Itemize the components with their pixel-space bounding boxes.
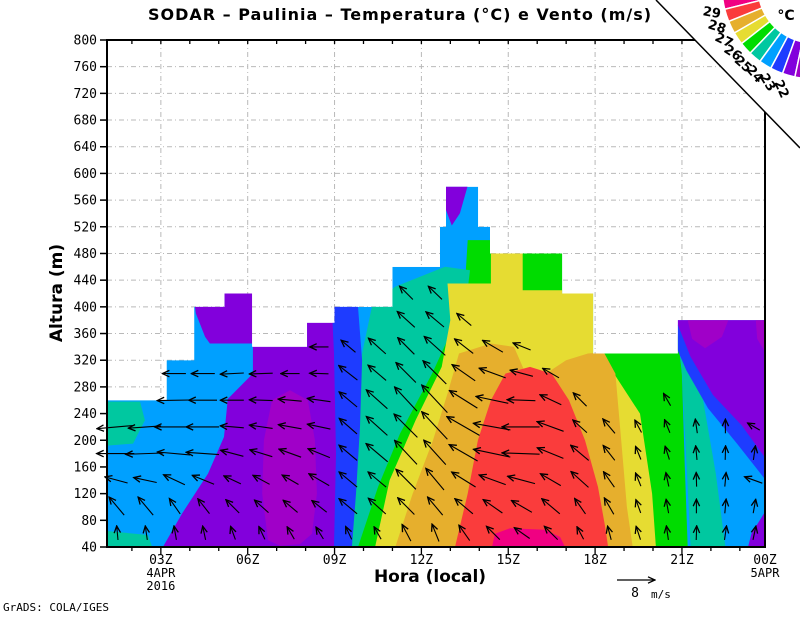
axis-ticks-and-labels: 800 760 720 680 640 600 560 520 480 440 400 360 320 2…: [74, 34, 781, 594]
y-tick-label: 800: [74, 34, 97, 49]
x-tick-label: 06Z: [236, 553, 260, 568]
contour-region-teal-upper-left: [107, 401, 145, 446]
y-tick-label: 640: [74, 140, 97, 155]
legend-unit-label: °C: [777, 8, 794, 24]
x-tick-label: 18Z: [583, 553, 607, 568]
grads-credit: GrADS: COLA/IGES: [3, 601, 109, 614]
legend-color-band: [793, 49, 800, 79]
y-tick-label: 280: [74, 380, 97, 395]
x-tick-label: 12Z: [410, 553, 434, 568]
y-tick-label: 40: [81, 541, 97, 556]
y-tick-label: 360: [74, 327, 97, 342]
x-tick-label: 15Z: [497, 553, 521, 568]
y-tick-label: 560: [74, 194, 97, 209]
y-tick-label: 480: [74, 247, 97, 262]
contour-region-purple-right-block: [676, 316, 766, 462]
y-tick-label: 760: [74, 60, 97, 75]
contour-region-red-core: [455, 366, 609, 547]
contour-region-teal-right-band: [677, 321, 726, 547]
reference-speed-value: 8: [631, 586, 639, 601]
legend-boundary-label: 22: [770, 78, 791, 101]
y-tick-label: 520: [74, 220, 97, 235]
contour-region-blue-right-band: [670, 314, 766, 481]
legend-boundary-label: 28: [706, 17, 728, 37]
x-tick-label: 21Z: [670, 553, 694, 568]
chart-title: SODAR – Paulinia – Temperatura (°C) e Ve…: [148, 5, 652, 24]
y-tick-label: 400: [74, 300, 97, 315]
wind-arrows: [97, 286, 763, 542]
contour-region-teal-09Z-band: [345, 266, 470, 547]
x-tick-label: 00Z: [753, 553, 777, 568]
x-date-label: 4APR: [146, 566, 176, 580]
contour-region-purple-peak-cap: [444, 186, 468, 226]
y-tick-label: 120: [74, 487, 97, 502]
plot-frame: [106, 39, 766, 548]
legend-boundary-label: 29: [702, 4, 722, 22]
y-tick-label: 160: [74, 460, 97, 475]
y-tick-label: 680: [74, 114, 97, 129]
x-tick-label: 03Z: [149, 553, 173, 568]
y-tick-label: 600: [74, 167, 97, 182]
temperature-contour-field: [107, 186, 766, 547]
x-date-label: 2016: [146, 579, 175, 593]
reference-speed-unit: m/s: [651, 588, 671, 601]
contour-region-coldest-patch-left: [262, 390, 317, 546]
contour-region-teal-bottom-left: [107, 531, 153, 547]
y-tick-label: 200: [74, 434, 97, 449]
y-tick-label: 240: [74, 407, 97, 422]
contour-region-coldest-right-top: [687, 320, 729, 349]
contour-region-coldest-right-edge: [755, 320, 766, 354]
y-tick-label: 320: [74, 354, 97, 369]
y-tick-label: 720: [74, 87, 97, 102]
legend-boundary-label: 27: [712, 30, 735, 51]
y-axis-label: Altura (m): [47, 244, 67, 342]
x-axis-label: Hora (local): [374, 567, 486, 587]
wind-reference-arrow: 8 m/s: [617, 580, 671, 601]
x-tick-label: 09Z: [323, 553, 347, 568]
x-date-label: 5APR: [751, 566, 781, 580]
y-tick-label: 80: [81, 514, 97, 529]
y-tick-label: 440: [74, 274, 97, 289]
